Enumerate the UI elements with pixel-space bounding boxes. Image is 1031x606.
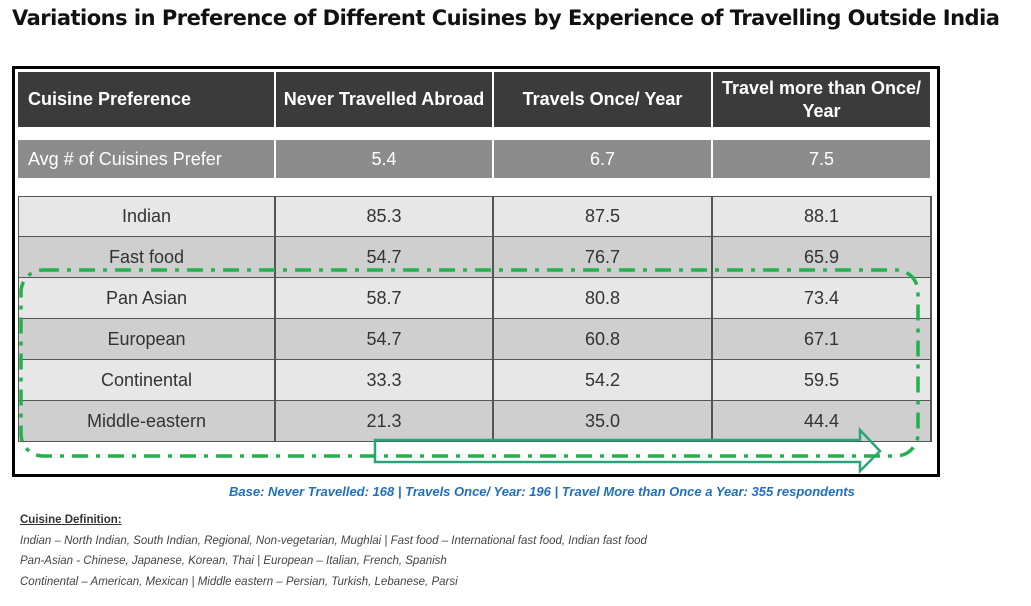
table-cell-value: 58.7 (276, 278, 494, 319)
table-cell-value: 54.7 (276, 319, 494, 360)
table-cell-value: 80.8 (494, 278, 713, 319)
table-cell-value: 87.5 (494, 196, 713, 237)
table-cell-value: 44.4 (713, 401, 932, 442)
table-cell-value: 67.1 (713, 319, 932, 360)
column-header: Cuisine Preference (18, 72, 276, 127)
row-label: Indian (18, 196, 276, 237)
row-label: European (18, 319, 276, 360)
row-label: Continental (18, 360, 276, 401)
table-cell-value: 59.5 (713, 360, 932, 401)
avg-row-value: 5.4 (276, 140, 494, 178)
page-title: Variations in Preference of Different Cu… (12, 6, 1000, 30)
column-header: Travel more than Once/ Year (713, 72, 932, 127)
table-cell-value: 76.7 (494, 237, 713, 278)
table-cell-value: 35.0 (494, 401, 713, 442)
column-header: Never Travelled Abroad (276, 72, 494, 127)
avg-row-value: 7.5 (713, 140, 932, 178)
base-note: Base: Never Travelled: 168 | Travels Onc… (229, 484, 855, 499)
avg-row-value: 6.7 (494, 140, 713, 178)
row-label: Middle-eastern (18, 401, 276, 442)
table-cell-value: 73.4 (713, 278, 932, 319)
avg-row-label: Avg # of Cuisines Prefer (18, 140, 276, 178)
highlight-dashed-box (19, 268, 920, 458)
table-cell-value: 85.3 (276, 196, 494, 237)
arrow-right-icon (373, 426, 882, 475)
definition-line: Indian – North Indian, South Indian, Reg… (20, 534, 647, 547)
cuisine-definitions: Cuisine Definition: Indian – North India… (20, 510, 647, 592)
table-cell-value: 54.2 (494, 360, 713, 401)
table-cell-value: 21.3 (276, 401, 494, 442)
definitions-heading: Cuisine Definition: (20, 514, 122, 526)
table-cell-value: 54.7 (276, 237, 494, 278)
row-label: Pan Asian (18, 278, 276, 319)
definition-line: Continental – American, Mexican | Middle… (20, 575, 458, 588)
table-cell-value: 60.8 (494, 319, 713, 360)
table-cell-value: 88.1 (713, 196, 932, 237)
definition-line: Pan-Asian - Chinese, Japanese, Korean, T… (20, 555, 447, 567)
column-header: Travels Once/ Year (494, 72, 713, 127)
table-cell-value: 33.3 (276, 360, 494, 401)
